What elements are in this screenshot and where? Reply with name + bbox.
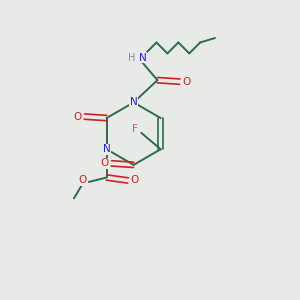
Text: O: O xyxy=(79,176,87,185)
Text: O: O xyxy=(101,158,109,168)
Text: N: N xyxy=(103,144,110,154)
Text: N: N xyxy=(139,52,146,63)
Text: O: O xyxy=(182,76,191,87)
Text: F: F xyxy=(132,124,138,134)
Text: H: H xyxy=(128,52,136,63)
Text: O: O xyxy=(131,176,139,185)
Text: O: O xyxy=(74,112,82,122)
Text: N: N xyxy=(130,98,137,107)
